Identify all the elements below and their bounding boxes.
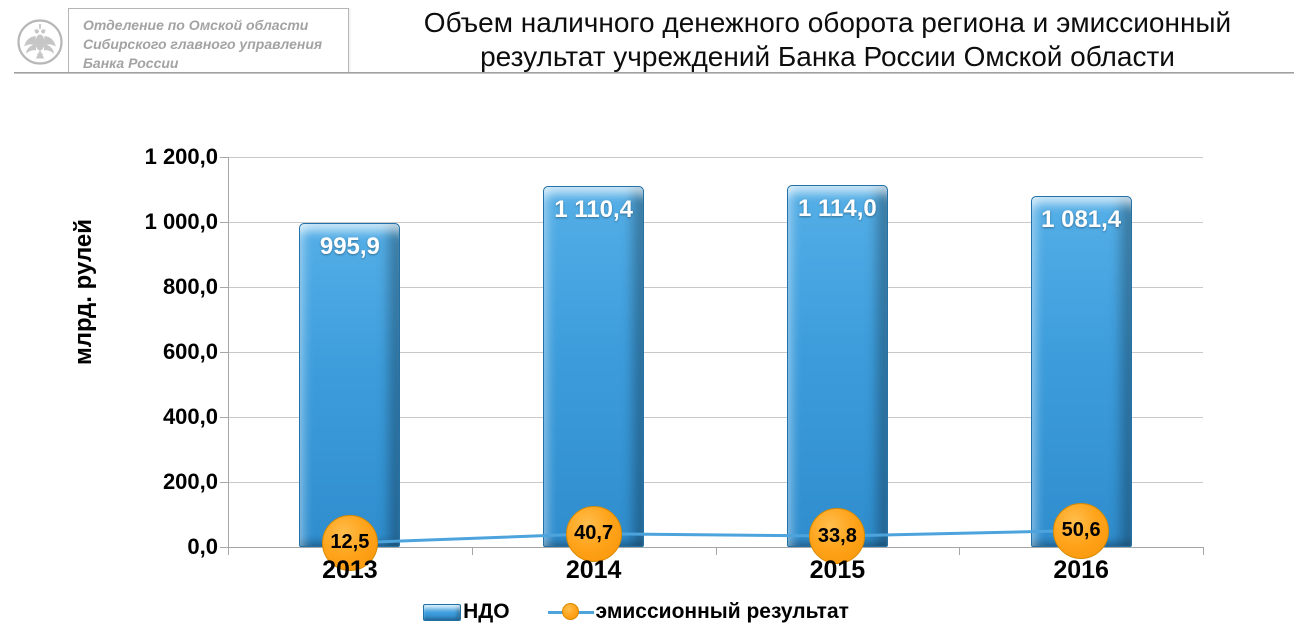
legend-line-marker-icon — [547, 602, 594, 622]
bank-russia-emblem-icon — [17, 19, 63, 65]
y-tick-label: 0,0 — [187, 534, 218, 559]
bar-2013: 995,9 — [299, 223, 401, 547]
org-name-line: Сибирского главного управления — [83, 36, 323, 52]
emission-marker-2014: 40,7 — [565, 505, 622, 562]
emission-marker-2016: 50,6 — [1053, 502, 1110, 559]
y-axis-tick — [220, 221, 228, 223]
legend-label-emission: эмиссионный результат — [595, 600, 849, 623]
y-tick-label: 1 000,0 — [144, 209, 218, 234]
gridline — [228, 416, 1203, 418]
bar-2016: 1 081,4 — [1030, 195, 1132, 547]
bar-value-label: 1 081,4 — [1041, 205, 1122, 233]
bar-value-label: 1 114,0 — [798, 194, 877, 222]
x-axis-boundary-tick — [715, 547, 717, 555]
legend-item-ndo: НДО — [423, 600, 510, 624]
legend-label-ndo: НДО — [463, 600, 510, 623]
legend-item-emission: эмиссионный результат — [547, 600, 849, 624]
legend-bar-swatch-icon — [423, 603, 462, 621]
marker-value-label: 33,8 — [817, 524, 857, 547]
y-axis-line — [228, 157, 229, 555]
marker-value-label: 50,6 — [1061, 519, 1101, 542]
marker-value-label: 12,5 — [330, 531, 370, 554]
bar-value-label: 995,9 — [319, 233, 380, 261]
gridline — [228, 156, 1203, 158]
y-tick-label: 800,0 — [162, 274, 218, 299]
emission-marker-2013: 12,5 — [321, 514, 378, 571]
y-tick-label: 1 200,0 — [144, 144, 218, 169]
x-axis-label-2014: 2014 — [565, 556, 622, 584]
page-title-line2: результат учреждений Банка России Омской… — [480, 41, 1175, 72]
x-axis-boundary-tick — [1203, 547, 1204, 555]
org-name-line: Банка России — [83, 55, 179, 71]
y-tick-label: 600,0 — [162, 339, 218, 364]
y-axis-tick — [220, 481, 228, 483]
x-axis-label-2016: 2016 — [1053, 556, 1109, 584]
y-axis-tick — [220, 546, 228, 548]
y-axis-tick — [220, 416, 228, 418]
y-axis-tick — [220, 286, 228, 288]
emission-result-line — [349, 529, 1082, 545]
header-divider — [14, 72, 1294, 74]
org-name-text: Отделение по Омской области Сибирского г… — [69, 9, 348, 73]
legend: НДО эмиссионный результат — [0, 600, 1290, 624]
y-tick-label: 200,0 — [162, 469, 218, 494]
gridline — [228, 221, 1203, 223]
org-name-line: Отделение по Омской области — [83, 17, 309, 33]
gridline — [228, 481, 1203, 483]
page-title: Объем наличного денежного оборота регион… — [355, 6, 1300, 74]
y-tick-label: 400,0 — [162, 404, 218, 429]
emission-marker-2015: 33,8 — [809, 508, 866, 564]
bar-2015: 1 114,0 — [786, 184, 888, 547]
marker-value-label: 40,7 — [574, 522, 614, 545]
gridline — [228, 286, 1203, 288]
bar-value-label: 1 110,4 — [554, 196, 633, 224]
y-axis-tick — [220, 156, 228, 158]
org-name-box: Отделение по Омской области Сибирского г… — [68, 8, 349, 72]
page-title-line1: Объем наличного денежного оборота регион… — [423, 7, 1232, 38]
bar-2014: 1 110,4 — [543, 186, 645, 547]
x-axis-label-2015: 2015 — [809, 556, 866, 584]
x-axis-label-2013: 2013 — [322, 556, 378, 584]
gridline — [228, 351, 1203, 353]
y-axis-tick — [220, 351, 228, 353]
x-axis-boundary-tick — [959, 547, 961, 555]
x-axis-boundary-tick — [471, 547, 473, 555]
